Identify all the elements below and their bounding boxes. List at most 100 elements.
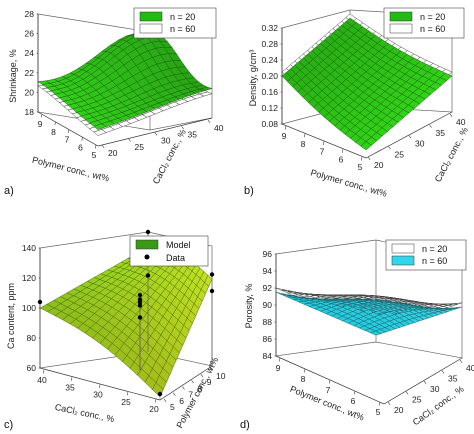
- panel-b-y-tick-mark-0: [367, 156, 371, 160]
- panel-b-y-tick-label-0: 20: [374, 160, 384, 170]
- panel-a-label: a): [4, 185, 14, 197]
- panel-a-z-ticks: 18 20 22 24 26 28: [25, 9, 38, 117]
- panel-c-x-tick-mark-2: [99, 384, 101, 389]
- panel-c-x-tick-label-2: 30: [93, 390, 103, 400]
- panel-a-z-tick-label-1: 20: [25, 87, 35, 97]
- panel-d-z-tick-label-1: 86: [263, 334, 273, 344]
- panel-a-x-axis-label: Polymer conc., wt%: [31, 155, 110, 184]
- panel-b-legend-label-0: n = 20: [420, 12, 445, 22]
- panel-a-shrinkage: Shrinkage, % Polymer conc., wt% CaCl₂ co…: [4, 7, 224, 197]
- panel-a-y-tick-label-0: 20: [108, 148, 118, 158]
- panel-b-legend: n = 20 n = 60: [383, 7, 465, 39]
- panel-a-y-tick-mark-4: [207, 119, 211, 123]
- panel-b-z-tick-label-4: 0.24: [261, 55, 278, 65]
- panel-c-data-point-2: [137, 292, 143, 298]
- panel-d-legend-swatch-1: [391, 255, 415, 266]
- panel-c-y-tick-label-2: 7: [188, 390, 193, 400]
- panel-c-z-tick-label-4: 140: [22, 243, 36, 253]
- panel-b-z-tick-label-3: 0.20: [261, 71, 278, 81]
- panel-d-x-tick-label-1: 8: [301, 374, 306, 384]
- panel-a-z-tick-label-2: 22: [25, 68, 35, 78]
- panel-a-legend-label-0: n = 20: [170, 12, 195, 22]
- panel-d-x-tick-label-3: 6: [351, 396, 356, 406]
- panel-c-y-tick-mark-2: [182, 386, 185, 390]
- panel-c-data-point-0: [37, 299, 43, 305]
- panel-c-data-stems: [39, 232, 213, 400]
- panel-c-y-tick-label-4: 9: [207, 377, 212, 387]
- panel-a-z-axis-label: Shrinkage, %: [8, 49, 18, 103]
- panel-c-legend-label-0: Model: [166, 240, 191, 250]
- panel-b-label: b): [244, 185, 254, 197]
- panel-a-legend-swatch-1: [139, 23, 163, 34]
- panel-d-x-tick-mark-1: [304, 368, 306, 373]
- panel-c-legend-marker-1: [144, 254, 150, 260]
- panel-c-z-axis-label: Ca content, ppm: [6, 283, 16, 349]
- panel-a-z-tick-label-5: 28: [25, 9, 35, 19]
- panel-b-z-tick-label-2: 0.16: [261, 87, 278, 97]
- panel-c-x-axis-label: CaCl₂ conc., %: [54, 402, 115, 424]
- panel-d-legend: n = 20 n = 60: [385, 239, 467, 271]
- panel-a-x-tick-mark-0: [41, 113, 43, 118]
- panel-d-x-tick-mark-4: [379, 401, 381, 406]
- panel-d-n60-cell-323: [369, 330, 382, 336]
- panel-b-y-tick-mark-4: [449, 113, 453, 117]
- panel-b-z-tick-label-6: 0.32: [261, 23, 278, 33]
- panel-b-surface-n20: [281, 17, 453, 151]
- panel-d-z-axis-label: Porosity, %: [244, 284, 254, 329]
- panel-c-y-tick-mark-4: [200, 374, 204, 378]
- panel-a-legend-swatch-0: [139, 11, 163, 22]
- panel-a-legend: n = 20 n = 60: [133, 7, 217, 39]
- panel-a-legend-label-1: n = 60: [170, 24, 195, 34]
- panel-d-x-tick-label-4: 5: [376, 407, 381, 417]
- panel-d-y-tick-label-1: 25: [412, 395, 422, 405]
- panel-d-z-ticks: 84 86 88 90 92 94 96: [263, 249, 276, 361]
- panel-d-legend-label-0: n = 20: [422, 244, 447, 254]
- panel-b-y-tick-mark-3: [429, 124, 432, 128]
- panel-c-x-tick-label-0: 40: [37, 375, 47, 385]
- panel-a-x-tick-mark-2: [68, 129, 70, 134]
- panel-d-y-tick-mark-0: [387, 401, 391, 405]
- panel-c-data-point-1: [145, 273, 151, 278]
- panel-d-x-tick-mark-2: [329, 379, 331, 384]
- panel-d-y-ticks: 20 25 30 35 40: [387, 359, 474, 415]
- panel-c-y-tick-mark-5: [209, 367, 213, 371]
- panel-c-z-ticks: 60 80 100 120 140: [22, 243, 40, 373]
- panel-a-x-tick-label-0: 9: [38, 119, 43, 129]
- panel-c-y-tick-label-5: 10: [216, 371, 226, 381]
- panel-c-data-point-6: [137, 315, 143, 320]
- panel-b-x-axis-label: Polymer conc., wt%: [309, 167, 388, 198]
- panel-b-legend-swatch-1: [389, 23, 413, 34]
- panel-d-legend-swatch-0: [391, 243, 415, 254]
- panel-d-surface-n60: [275, 292, 463, 336]
- panel-c-x-tick-mark-4: [155, 398, 157, 403]
- panel-b-density: Density, g/cm³ Polymer conc., wt% CaCl₂ …: [244, 7, 470, 199]
- panel-c-data-points: [37, 229, 215, 397]
- panel-b-x-ticks: 9 8 7 6 5: [282, 125, 363, 172]
- panel-b-x-tick-mark-3: [342, 149, 344, 153]
- panel-d-legend-label-1: n = 60: [422, 256, 447, 266]
- panel-b-x-tick-label-3: 6: [339, 154, 344, 164]
- panel-d-y-tick-label-3: 35: [448, 374, 458, 384]
- panel-d-porosity: Porosity, % Polymer conc., wt% CaCl₂ con…: [240, 239, 474, 431]
- panel-a-x-tick-label-3: 6: [78, 142, 83, 152]
- panel-d-z-tick-label-3: 90: [263, 300, 273, 310]
- panel-a-z-tick-label-4: 26: [25, 29, 35, 39]
- panel-b-x-tick-label-2: 7: [320, 147, 325, 157]
- panel-d-x-tick-mark-3: [354, 390, 356, 395]
- panel-d-z-tick-label-0: 84: [263, 351, 273, 361]
- panel-b-x-tick-label-4: 5: [358, 162, 363, 172]
- panel-d-z-tick-label-4: 92: [263, 283, 273, 293]
- panel-c-x-tick-mark-0: [43, 369, 45, 374]
- panel-a-z-tick-label-3: 24: [25, 48, 35, 58]
- panel-b-z-tick-label-5: 0.28: [261, 39, 278, 49]
- panel-b-y-tick-mark-2: [408, 135, 412, 139]
- panel-a-y-tick-label-3: 35: [188, 129, 198, 139]
- panel-b-x-tick-mark-0: [285, 125, 287, 130]
- panel-c-data-point-8: [209, 272, 215, 277]
- panel-b-y-tick-label-2: 30: [415, 139, 425, 149]
- panel-a-x-tick-label-2: 7: [65, 135, 70, 145]
- panel-d-x-tick-mark-0: [279, 357, 281, 362]
- panel-c-legend-swatch-0: [135, 239, 159, 250]
- panel-b-x-tick-mark-4: [361, 156, 363, 161]
